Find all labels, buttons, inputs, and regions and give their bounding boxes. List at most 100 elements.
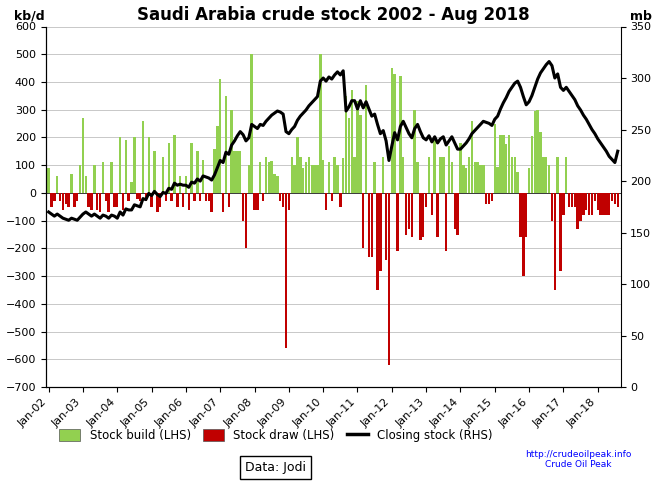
Bar [356, 102, 359, 193]
Bar [594, 193, 596, 201]
Bar [122, 193, 124, 210]
Bar [542, 157, 545, 193]
Bar [408, 193, 410, 229]
Bar [127, 193, 130, 201]
Bar [225, 96, 227, 193]
Bar [576, 193, 579, 229]
Bar [462, 165, 464, 193]
Bar [425, 193, 427, 207]
Bar [508, 135, 510, 193]
Bar [545, 157, 547, 193]
Bar [345, 96, 348, 193]
Bar [296, 137, 299, 193]
Bar [528, 168, 530, 193]
Bar [290, 157, 293, 193]
Bar [202, 160, 204, 193]
Bar [104, 193, 107, 201]
Bar [265, 157, 267, 193]
Bar [499, 135, 502, 193]
Bar [145, 193, 147, 201]
Bar [273, 174, 276, 193]
Bar [402, 157, 405, 193]
Bar [79, 165, 81, 193]
Bar [62, 193, 64, 210]
Bar [448, 146, 450, 193]
Text: kb/d: kb/d [14, 10, 45, 23]
Bar [488, 193, 490, 204]
Bar [311, 165, 313, 193]
Bar [359, 115, 361, 193]
Bar [599, 193, 602, 215]
Bar [474, 163, 476, 193]
Bar [139, 193, 141, 201]
Bar [313, 165, 316, 193]
Bar [168, 143, 170, 193]
Bar [385, 193, 388, 259]
Bar [191, 143, 193, 193]
Bar [239, 151, 242, 193]
Bar [325, 193, 327, 210]
Bar [611, 193, 613, 201]
Bar [422, 193, 424, 237]
Bar [150, 193, 153, 207]
Bar [453, 193, 456, 229]
Bar [108, 193, 110, 212]
Bar [430, 193, 433, 215]
Bar [199, 193, 202, 201]
Bar [348, 118, 350, 193]
Bar [502, 135, 505, 193]
Bar [605, 193, 608, 215]
Bar [250, 54, 253, 193]
Bar [233, 151, 236, 193]
Bar [482, 165, 485, 193]
Bar [373, 163, 376, 193]
Bar [47, 168, 50, 193]
Text: http://crudeoilpeak.info
Crude Oil Peak: http://crudeoilpeak.info Crude Oil Peak [525, 450, 631, 469]
Bar [133, 137, 135, 193]
Bar [445, 193, 447, 251]
Bar [85, 176, 87, 193]
Bar [119, 137, 122, 193]
Bar [214, 149, 215, 193]
Bar [113, 193, 116, 207]
Bar [396, 193, 399, 251]
Bar [159, 193, 162, 207]
Bar [336, 165, 339, 193]
Bar [136, 193, 139, 198]
Bar [451, 163, 453, 193]
Bar [519, 193, 522, 237]
Bar [64, 193, 67, 204]
Bar [53, 193, 56, 201]
Bar [339, 193, 342, 207]
Bar [468, 157, 470, 193]
Bar [554, 193, 556, 290]
Bar [419, 193, 422, 240]
Bar [442, 157, 445, 193]
Bar [399, 76, 401, 193]
Bar [231, 110, 233, 193]
Bar [68, 193, 70, 207]
Bar [533, 111, 536, 193]
Bar [379, 193, 382, 271]
Bar [579, 193, 582, 221]
Bar [428, 157, 430, 193]
Bar [608, 193, 610, 215]
Bar [522, 193, 524, 276]
Bar [597, 193, 599, 210]
Bar [262, 193, 264, 201]
Bar [371, 193, 373, 257]
Bar [322, 160, 325, 193]
Bar [365, 85, 367, 193]
Bar [434, 137, 436, 193]
Text: Data: Jodi: Data: Jodi [246, 461, 306, 474]
Bar [305, 163, 307, 193]
Bar [614, 193, 616, 204]
Bar [565, 157, 568, 193]
Bar [465, 168, 467, 193]
Bar [319, 54, 321, 193]
Bar [254, 193, 256, 210]
Bar [413, 110, 416, 193]
Bar [571, 193, 573, 207]
Bar [216, 126, 219, 193]
Bar [288, 193, 290, 210]
